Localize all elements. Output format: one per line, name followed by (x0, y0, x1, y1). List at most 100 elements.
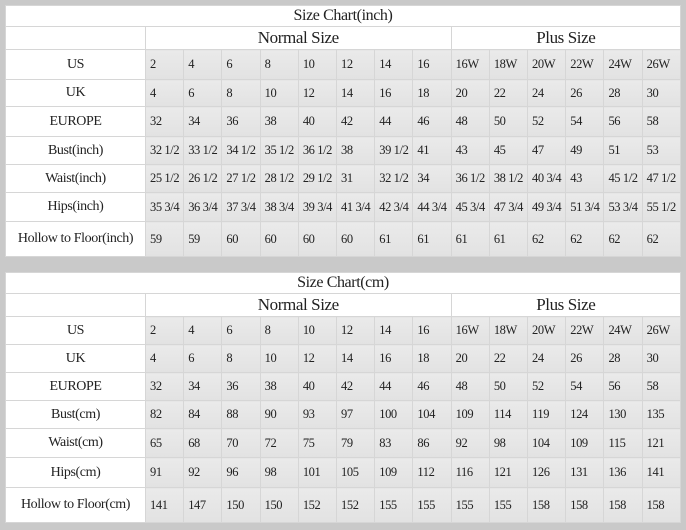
size-value-cell: 158 (527, 487, 567, 523)
size-value-cell: 38 (336, 136, 376, 165)
size-value-cell: 58 (641, 106, 682, 137)
chart-title: Size Chart(inch) (5, 5, 681, 27)
size-value-cell: 22 (488, 344, 529, 373)
chart-title: Size Chart(cm) (5, 272, 681, 294)
normal-size-header: Normal Size (145, 26, 452, 50)
row-label: UK (5, 79, 146, 107)
size-value-cell: 42 3/4 (374, 192, 414, 222)
size-value-cell: 61 (374, 221, 414, 257)
size-value-cell: 52 (527, 372, 567, 401)
size-value-cell: 53 3/4 (603, 192, 643, 222)
size-value-cell: 41 (412, 136, 452, 165)
size-value-cell: 32 1/2 (374, 164, 414, 193)
size-value-cell: 62 (603, 221, 643, 257)
size-value-cell: 4 (183, 49, 223, 80)
size-value-cell: 124 (565, 400, 605, 429)
row-label: Bust(cm) (5, 400, 146, 429)
size-value-cell: 104 (412, 400, 452, 429)
size-value-cell: 62 (641, 221, 682, 257)
size-value-cell: 30 (641, 344, 682, 373)
size-value-cell: 152 (336, 487, 376, 523)
size-value-cell: 33 1/2 (183, 136, 223, 165)
size-value-cell: 18 (412, 344, 452, 373)
size-value-cell: 155 (374, 487, 414, 523)
size-value-cell: 26W (641, 49, 682, 80)
size-value-cell: 29 1/2 (297, 164, 338, 193)
size-value-cell: 90 (259, 400, 299, 429)
size-value-cell: 112 (412, 457, 452, 488)
size-table: Size Chart(cm) Normal Size Plus Size US 2 4 6 8… (5, 272, 682, 523)
size-value-cell: 24 (527, 344, 567, 373)
size-value-cell: 22 (488, 79, 529, 107)
size-value-cell: 20W (527, 49, 567, 80)
size-value-cell: 44 (374, 106, 414, 137)
size-value-cell: 20 (450, 79, 490, 107)
size-value-cell: 4 (183, 316, 223, 345)
size-value-cell: 28 1/2 (259, 164, 299, 193)
size-value-cell: 70 (221, 428, 261, 458)
size-chart-inch: Size Chart(inch) Normal Size Plus Size US 2 4… (5, 5, 682, 257)
size-value-cell: 2 (144, 316, 185, 345)
size-value-cell: 39 1/2 (374, 136, 414, 165)
size-value-cell: 16 (412, 49, 452, 80)
row-label: US (5, 49, 146, 80)
size-value-cell: 43 (565, 164, 605, 193)
size-value-cell: 8 (259, 316, 299, 345)
size-value-cell: 36 (221, 106, 261, 137)
size-value-cell: 25 1/2 (144, 164, 185, 193)
size-value-cell: 83 (374, 428, 414, 458)
row-label: Hips(cm) (5, 457, 146, 488)
size-value-cell: 60 (336, 221, 376, 257)
size-value-cell: 51 3/4 (565, 192, 605, 222)
size-value-cell: 60 (297, 221, 338, 257)
size-value-cell: 20W (527, 316, 567, 345)
size-value-cell: 38 1/2 (488, 164, 529, 193)
size-value-cell: 58 (641, 372, 682, 401)
row-label: Waist(cm) (5, 428, 146, 458)
size-value-cell: 42 (336, 106, 376, 137)
size-value-cell: 48 (450, 106, 490, 137)
size-value-cell: 150 (259, 487, 299, 523)
size-value-cell: 22W (565, 49, 605, 80)
size-value-cell: 135 (641, 400, 682, 429)
size-value-cell: 52 (527, 106, 567, 137)
size-value-cell: 131 (565, 457, 605, 488)
size-value-cell: 36 1/2 (297, 136, 338, 165)
size-value-cell: 24W (603, 49, 643, 80)
size-value-cell: 119 (527, 400, 567, 429)
size-value-cell: 47 3/4 (488, 192, 529, 222)
size-value-cell: 37 3/4 (221, 192, 261, 222)
size-value-cell: 36 1/2 (450, 164, 490, 193)
size-value-cell: 100 (374, 400, 414, 429)
size-value-cell: 45 1/2 (603, 164, 643, 193)
size-value-cell: 60 (259, 221, 299, 257)
size-value-cell: 8 (221, 79, 261, 107)
size-value-cell: 39 3/4 (297, 192, 338, 222)
size-value-cell: 47 1/2 (641, 164, 682, 193)
size-value-cell: 79 (336, 428, 376, 458)
size-value-cell: 44 (374, 372, 414, 401)
size-value-cell: 4 (144, 79, 185, 107)
size-value-cell: 48 (450, 372, 490, 401)
size-value-cell: 155 (488, 487, 529, 523)
size-value-cell: 62 (527, 221, 567, 257)
size-value-cell: 10 (259, 79, 299, 107)
size-value-cell: 12 (336, 49, 376, 80)
size-value-cell: 92 (183, 457, 223, 488)
row-hollow-to-floor: Hollow to Floor(inch) 59 59 60 60 60 60 61 61 61 6… (5, 221, 682, 257)
size-value-cell: 6 (183, 79, 223, 107)
row-bust: Bust(cm) 82 84 88 90 93 97 100 104 109 114 119 124 13… (5, 400, 682, 429)
size-value-cell: 109 (374, 457, 414, 488)
size-value-cell: 84 (183, 400, 223, 429)
size-value-cell: 16W (450, 316, 490, 345)
size-value-cell: 31 (336, 164, 376, 193)
size-value-cell: 158 (565, 487, 605, 523)
size-value-cell: 14 (336, 344, 376, 373)
size-value-cell: 14 (374, 49, 414, 80)
size-value-cell: 56 (603, 372, 643, 401)
size-value-cell: 155 (450, 487, 490, 523)
size-value-cell: 97 (336, 400, 376, 429)
size-value-cell: 155 (412, 487, 452, 523)
size-value-cell: 49 (565, 136, 605, 165)
size-value-cell: 150 (221, 487, 261, 523)
